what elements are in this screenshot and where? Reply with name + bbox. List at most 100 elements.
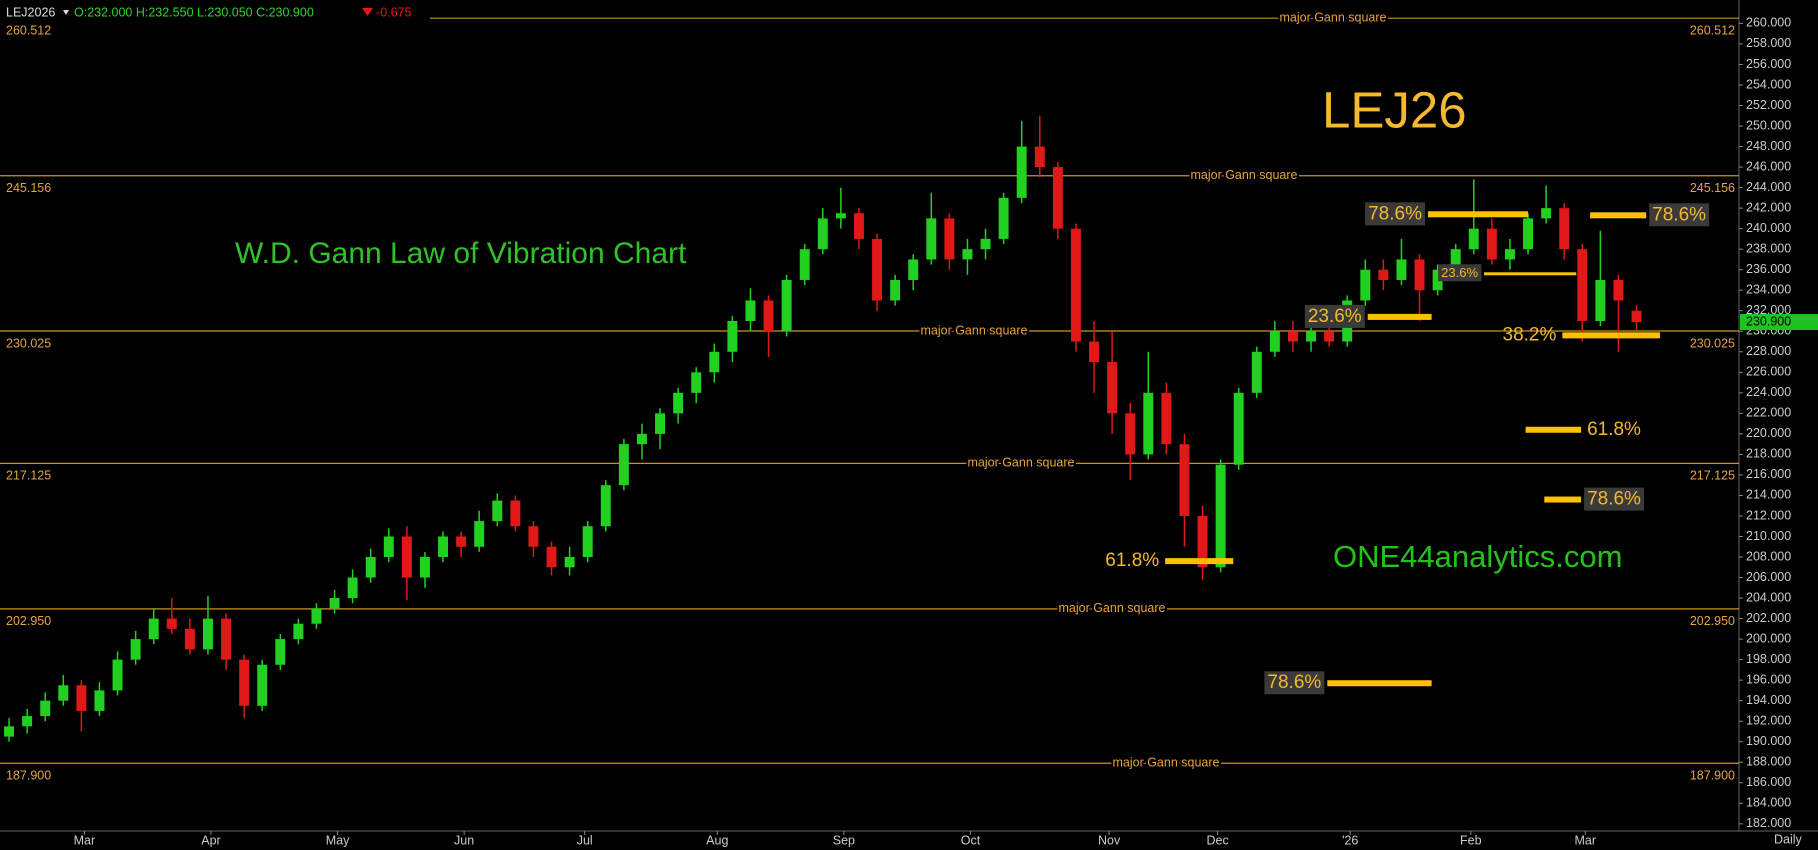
- x-tick-label: Nov: [1098, 833, 1121, 847]
- candle-body: [636, 433, 647, 445]
- y-tick-label: 232.000: [1746, 303, 1791, 317]
- y-tick-label: 238.000: [1746, 241, 1791, 255]
- x-tick-label: Apr: [201, 833, 220, 847]
- interval-label: Daily: [1774, 832, 1803, 846]
- candle-body: [94, 690, 105, 711]
- gann-level-note: major Gann square: [967, 456, 1074, 470]
- y-tick-label: 194.000: [1746, 693, 1791, 707]
- candle-body: [329, 598, 340, 609]
- y-tick-label: 228.000: [1746, 344, 1791, 358]
- y-tick-label: 222.000: [1746, 406, 1791, 420]
- y-tick-label: 188.000: [1746, 755, 1791, 769]
- candle-body: [1269, 331, 1280, 352]
- candle-body: [221, 618, 232, 660]
- candle-body: [944, 218, 955, 260]
- candle-body: [1052, 167, 1063, 229]
- fib-label: 23.6%: [1441, 265, 1478, 280]
- y-tick-label: 218.000: [1746, 447, 1791, 461]
- y-tick-label: 212.000: [1746, 508, 1791, 522]
- candle-body: [1468, 228, 1479, 250]
- header-dropdown-icon[interactable]: [63, 10, 69, 15]
- watermark: ONE44analytics.com: [1333, 539, 1622, 574]
- candle-body: [112, 659, 123, 691]
- candle-body: [1414, 259, 1425, 291]
- last-price-box: [1740, 314, 1818, 331]
- candle-body: [600, 485, 611, 527]
- candle-body: [853, 213, 864, 239]
- candle-body: [22, 716, 33, 727]
- candle-body: [962, 249, 973, 260]
- y-tick-label: 192.000: [1746, 713, 1791, 727]
- header-ohlc: O:232.000 H:232.550 L:230.050 C:230.900: [74, 5, 314, 19]
- candle-body: [1324, 331, 1335, 342]
- candle-body: [347, 577, 358, 599]
- y-tick-label: 250.000: [1746, 118, 1791, 132]
- candle-body: [1523, 218, 1534, 250]
- candle-body: [184, 628, 195, 650]
- candle-body: [202, 618, 213, 650]
- candle-body: [1396, 259, 1407, 280]
- candle-body: [1125, 413, 1136, 455]
- y-tick-label: 248.000: [1746, 139, 1791, 153]
- gann-level-label-left: 187.900: [6, 769, 51, 783]
- fib-bar: [1427, 211, 1529, 218]
- y-tick-label: 198.000: [1746, 652, 1791, 666]
- candle-body: [1378, 269, 1389, 280]
- y-tick-label: 234.000: [1746, 283, 1791, 297]
- candle-body: [130, 639, 141, 660]
- y-tick-label: 202.000: [1746, 611, 1791, 625]
- x-tick-label: Jun: [454, 833, 474, 847]
- fib-label: 61.8%: [1105, 550, 1159, 571]
- y-tick-label: 206.000: [1746, 570, 1791, 584]
- candle-body: [275, 639, 286, 665]
- candle-body: [691, 372, 702, 393]
- fib-bar: [1590, 212, 1647, 219]
- x-tick-label: Jul: [577, 833, 593, 847]
- gann-level-label-left: 230.025: [6, 336, 51, 350]
- fib-label-box: [1584, 487, 1645, 511]
- candle-body: [817, 218, 828, 250]
- candle-body: [148, 618, 159, 640]
- candle-body: [890, 279, 901, 301]
- header-background: [0, 0, 430, 22]
- candle-body: [1287, 331, 1298, 342]
- candle-body: [926, 218, 937, 260]
- fib-bar: [1562, 332, 1661, 339]
- header-symbol: LEJ2026: [6, 5, 55, 19]
- fib-bar: [1525, 426, 1582, 433]
- candle-body: [872, 238, 883, 301]
- gann-level-note: major Gann square: [1279, 10, 1386, 24]
- candle-body: [40, 700, 51, 717]
- candle-body: [76, 685, 87, 711]
- candle-body: [1016, 146, 1027, 198]
- candle-body: [727, 321, 738, 352]
- candle-body: [998, 197, 1009, 239]
- fib-bar: [1544, 496, 1582, 503]
- fib-label-box: [1264, 671, 1325, 695]
- fib-label: 78.6%: [1267, 672, 1321, 693]
- candle-body: [4, 726, 15, 737]
- y-tick-label: 184.000: [1746, 796, 1791, 810]
- candle-body: [546, 546, 557, 568]
- candle-body: [257, 664, 268, 706]
- fib-label-box: [1365, 202, 1426, 226]
- candle-body: [1360, 269, 1371, 301]
- y-tick-label: 242.000: [1746, 200, 1791, 214]
- fib-label: 78.6%: [1368, 203, 1422, 224]
- candle-body: [365, 557, 376, 578]
- gann-level-label-left: 202.950: [6, 614, 51, 628]
- candle-body: [1034, 146, 1045, 168]
- candle-body: [474, 521, 485, 547]
- candle-body: [58, 685, 69, 701]
- fib-bar: [1327, 680, 1432, 687]
- y-tick-label: 226.000: [1746, 365, 1791, 379]
- candle-body: [1486, 228, 1497, 260]
- y-tick-label: 246.000: [1746, 159, 1791, 173]
- gann-level-label-left: 245.156: [6, 181, 51, 195]
- y-tick-label: 244.000: [1746, 180, 1791, 194]
- y-tick-label: 208.000: [1746, 549, 1791, 563]
- candle-body: [1432, 269, 1443, 291]
- candle-body: [1107, 362, 1118, 414]
